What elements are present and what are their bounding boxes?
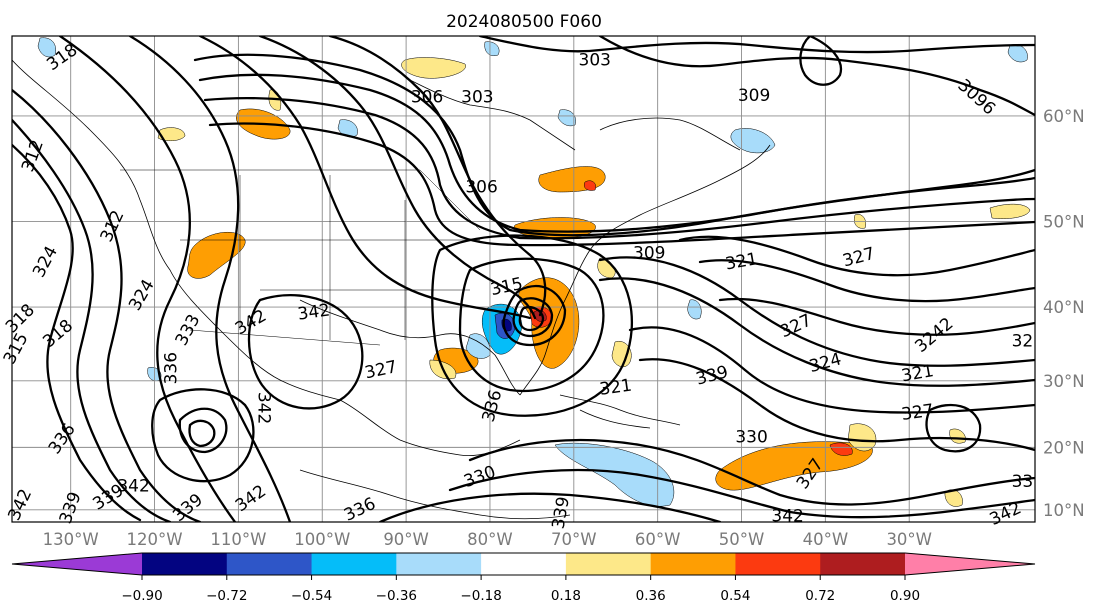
colorbar-tick-label: 0.90 [890,588,920,604]
colorbar-tick-label: −0.54 [291,588,332,604]
colorbar-tick-label: −0.36 [376,588,417,604]
lon-tick-label: 70°W [551,530,597,549]
colorbar-tick-labels: −0.90 −0.72 −0.54 −0.36 −0.18 0.18 0.36 0.54 0.7… [121,575,920,604]
colorbar-bin [226,553,313,575]
contour-label: 321 [598,376,633,400]
lon-tick-label: 90°W [383,530,429,549]
contour-label: 309 [633,243,665,263]
contour-lines [12,36,1035,522]
colorbar-tick-label: 0.72 [805,588,835,604]
lat-tick-label: 10°N [1043,501,1085,520]
colorbar-tick-label: −0.90 [121,588,162,604]
colorbar-tick-label: −0.18 [460,588,501,604]
map-title: 2024080500 F060 [446,12,602,32]
lon-tick-label: 100°W [294,530,350,549]
lat-tick-label: 20°N [1043,438,1085,457]
colorbar-bin [820,553,906,575]
lon-tick-label: 130°W [43,530,99,549]
contour-label: 33 [1012,472,1034,492]
lon-tick-label: 60°W [635,530,681,549]
lat-tick-label: 30°N [1043,372,1085,391]
lat-tick-label: 50°N [1043,213,1085,232]
contour-label: 309 [738,86,770,106]
lat-tick-label: 60°N [1043,107,1085,126]
colorbar-bin [650,553,736,575]
lon-tick-label: 50°W [719,530,765,549]
lon-tick-label: 110°W [210,530,266,549]
political-borders [120,169,481,346]
colorbar-bin [142,553,228,575]
contour-label: 342 [117,476,149,496]
colorbar-bin [311,553,397,575]
contour-label: 303 [579,50,611,70]
colorbar-extend-high [905,553,1035,575]
lon-tick-label: 80°W [467,530,513,549]
contour-label: 339 [549,495,574,530]
map-panel [11,35,1036,523]
contour-label: 342 [771,507,803,527]
contour-label: 32 [1012,331,1034,351]
colorbar [11,552,1036,576]
colorbar-bin [565,553,652,575]
lon-tick-label: 40°W [803,530,849,549]
colorbar-tick-label: 0.54 [720,588,750,604]
lon-tick-label: 30°W [886,530,932,549]
latitude-tick-labels: 10°N 20°N 30°N 40°N 50°N 60°N [1043,107,1085,520]
contour-label: 306 [411,87,443,107]
lon-tick-label: 120°W [127,530,183,549]
contour-label: 327 [900,401,935,425]
colorbar-tick-label: 0.18 [551,588,581,604]
contour-label: 342 [254,392,274,424]
contour-label: 306 [465,178,497,198]
colorbar-tick-label: 0.36 [636,588,666,604]
contour-label: 336 [161,352,181,384]
colorbar-bin [481,553,567,575]
contour-label: 330 [735,428,767,448]
contour-label: 342 [296,300,331,324]
colorbar-bin [735,553,821,575]
colorbar-extend-low [12,553,142,575]
contour-label: 303 [461,87,493,107]
gridlines [12,36,1035,522]
lat-tick-label: 40°N [1043,298,1085,317]
colorbar-bin [396,553,482,575]
colorbar-tick-label: −0.72 [206,588,247,604]
longitude-tick-labels: 130°W 120°W 110°W 100°W 90°W 80°W 70°W 60°W 50°W… [43,530,932,549]
